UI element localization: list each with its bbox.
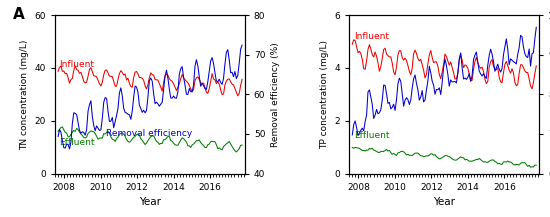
Y-axis label: TP concentration (mg/L): TP concentration (mg/L) — [320, 40, 329, 149]
Y-axis label: TN concentration (mg/L): TN concentration (mg/L) — [20, 39, 29, 150]
Text: Effluent: Effluent — [59, 138, 95, 146]
Text: Influent: Influent — [59, 60, 95, 69]
X-axis label: Year: Year — [139, 197, 161, 207]
Text: Removal efficiency: Removal efficiency — [106, 129, 192, 138]
Text: Influent: Influent — [354, 32, 389, 41]
Text: A: A — [13, 7, 25, 22]
Y-axis label: Removal efficiency (%): Removal efficiency (%) — [271, 42, 280, 147]
X-axis label: Year: Year — [433, 197, 455, 207]
Text: Effluent: Effluent — [354, 131, 389, 140]
